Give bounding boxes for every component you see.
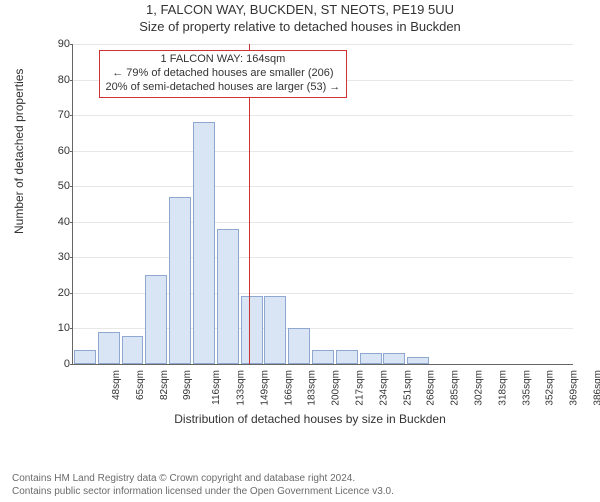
- y-tick-label: 70: [54, 109, 70, 121]
- y-tick-label: 30: [54, 251, 70, 263]
- annotation-line: 1 FALCON WAY: 164sqm: [106, 53, 341, 67]
- page-title-subtitle: Size of property relative to detached ho…: [0, 19, 600, 34]
- footer-line-2: Contains public sector information licen…: [12, 485, 394, 498]
- annotation-box: 1 FALCON WAY: 164sqm← 79% of detached ho…: [99, 50, 348, 97]
- x-tick-label: 99sqm: [182, 370, 193, 400]
- histogram-bar: [288, 328, 310, 364]
- y-tick-label: 60: [54, 145, 70, 157]
- x-tick-label: 65sqm: [135, 370, 146, 400]
- y-tick-label: 20: [54, 287, 70, 299]
- x-tick-label: 318sqm: [497, 370, 508, 406]
- histogram-bar: [312, 350, 334, 364]
- y-tick-label: 40: [54, 216, 70, 228]
- histogram-bar: [74, 350, 96, 364]
- x-tick-label: 335sqm: [521, 370, 532, 406]
- x-tick-label: 217sqm: [355, 370, 366, 406]
- x-axis-label: Distribution of detached houses by size …: [30, 412, 590, 426]
- histogram-bar: [98, 332, 120, 364]
- x-tick-label: 234sqm: [378, 370, 389, 406]
- x-tick-label: 116sqm: [211, 370, 222, 405]
- y-tick-label: 80: [54, 74, 70, 86]
- x-tick-label: 183sqm: [307, 370, 318, 406]
- y-tick-label: 0: [54, 358, 70, 370]
- y-tick-label: 10: [54, 322, 70, 334]
- histogram-bar: [169, 197, 191, 364]
- histogram-bar: [264, 296, 286, 364]
- histogram-bar: [360, 353, 382, 364]
- x-tick-label: 268sqm: [426, 370, 437, 406]
- x-tick-label: 48sqm: [111, 370, 122, 400]
- footer-attribution: Contains HM Land Registry data © Crown c…: [12, 472, 394, 498]
- x-tick-label: 200sqm: [331, 370, 342, 406]
- histogram-bar: [217, 229, 239, 364]
- x-tick-label: 149sqm: [259, 370, 270, 406]
- histogram-bar: [336, 350, 358, 364]
- page-title-address: 1, FALCON WAY, BUCKDEN, ST NEOTS, PE19 5…: [0, 2, 600, 17]
- annotation-line: 20% of semi-detached houses are larger (…: [106, 81, 341, 95]
- x-tick-label: 166sqm: [283, 370, 294, 406]
- y-axis-label: Number of detached properties: [12, 69, 26, 234]
- annotation-line: ← 79% of detached houses are smaller (20…: [106, 67, 341, 81]
- histogram-bar: [122, 336, 144, 364]
- histogram-bar: [241, 296, 263, 364]
- x-tick-label: 133sqm: [236, 370, 247, 406]
- x-tick-label: 285sqm: [450, 370, 461, 406]
- plot-area: 1 FALCON WAY: 164sqm← 79% of detached ho…: [72, 44, 573, 365]
- x-tick-label: 82sqm: [159, 370, 170, 400]
- x-tick-label: 386sqm: [593, 370, 600, 406]
- histogram-chart: Number of detached properties 0102030405…: [30, 44, 590, 424]
- histogram-bar: [145, 275, 167, 364]
- x-tick-label: 352sqm: [545, 370, 556, 406]
- footer-line-1: Contains HM Land Registry data © Crown c…: [12, 472, 394, 485]
- histogram-bar: [407, 357, 429, 364]
- histogram-bar: [383, 353, 405, 364]
- x-tick-label: 251sqm: [402, 370, 413, 406]
- y-tick-label: 90: [54, 38, 70, 50]
- y-tick-label: 50: [54, 180, 70, 192]
- x-tick-label: 302sqm: [474, 370, 485, 406]
- x-tick-label: 369sqm: [569, 370, 580, 406]
- histogram-bar: [193, 122, 215, 364]
